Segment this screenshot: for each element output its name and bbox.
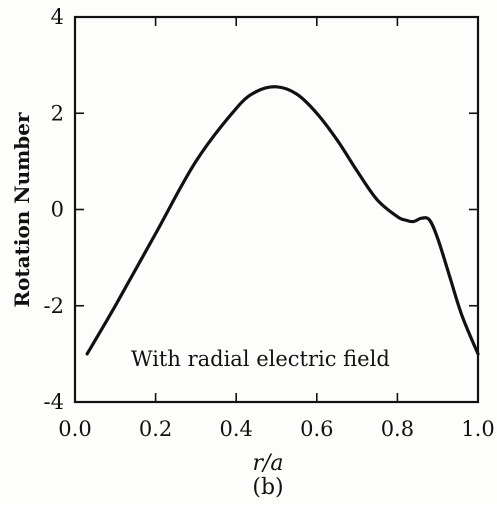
rotation-number-curve [85,85,480,356]
x-tick-label: 0.2 [139,417,172,441]
x-tick-label: 0.8 [381,417,414,441]
x-axis-label: r/a [252,451,283,476]
x-tick-label: 0.0 [58,417,91,441]
panel-label: (b) [252,475,283,500]
plot-frame [73,15,480,404]
x-tick-label: 0.4 [219,417,252,441]
y-tick-label: 2 [51,101,64,125]
x-tick-label: 0.6 [300,417,333,441]
y-tick-label: 0 [51,198,64,222]
y-axis-label: Rotation Number [10,112,34,308]
y-tick-label: -4 [44,390,64,414]
chart-annotation: With radial electric field [131,347,390,371]
y-tick-label: 4 [51,5,64,29]
y-tick-label: -2 [44,294,64,318]
x-tick-label: 1.0 [461,417,494,441]
